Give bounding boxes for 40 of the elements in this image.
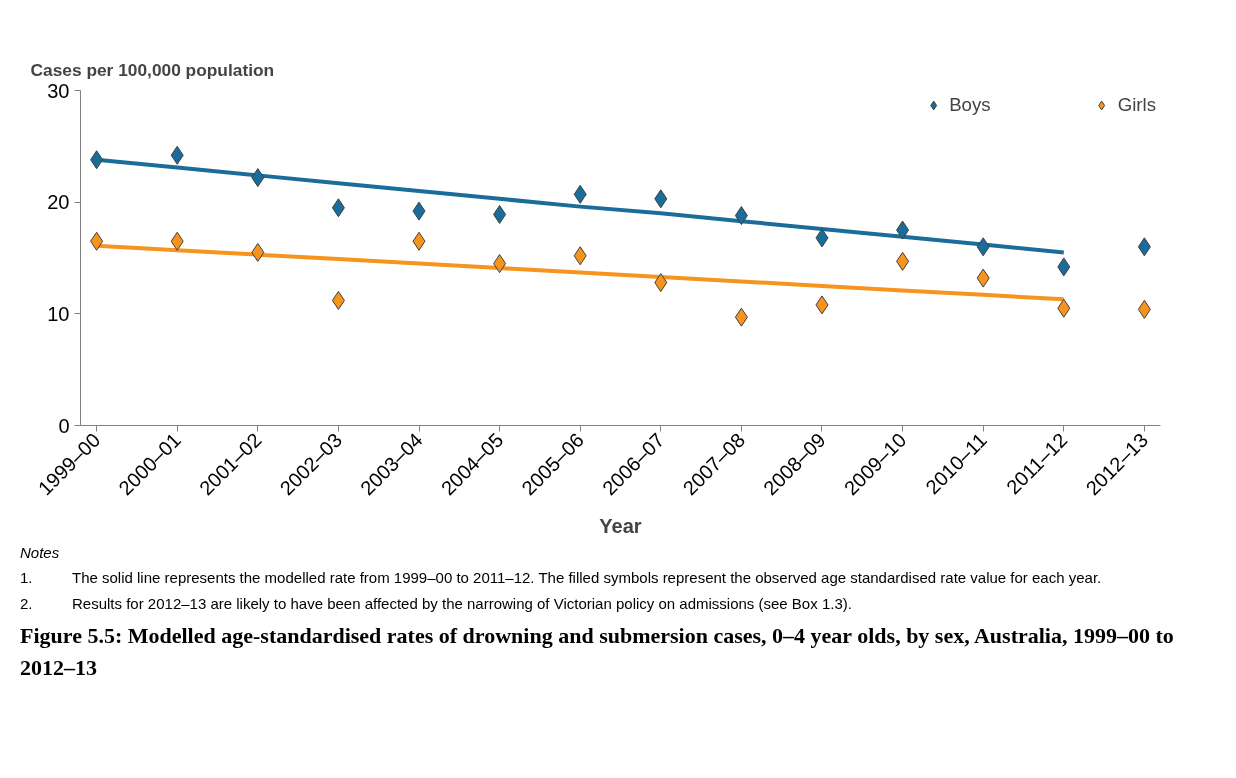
point bbox=[90, 231, 104, 251]
y-tick-label: 10 bbox=[47, 302, 70, 325]
point bbox=[412, 201, 426, 221]
x-axis-title: Year bbox=[599, 515, 642, 538]
point bbox=[1137, 299, 1151, 319]
point bbox=[896, 251, 910, 271]
y-axis-title: Cases per 100,000 population bbox=[30, 59, 275, 80]
point bbox=[251, 242, 265, 262]
point bbox=[734, 307, 748, 327]
y-tick-label: 30 bbox=[47, 79, 70, 102]
point bbox=[493, 254, 507, 274]
point bbox=[976, 268, 990, 288]
y-tick-label: 20 bbox=[47, 191, 70, 214]
point bbox=[493, 204, 507, 224]
point bbox=[896, 220, 910, 240]
legend-label: Girls bbox=[1117, 94, 1156, 116]
point bbox=[90, 150, 104, 170]
point bbox=[170, 145, 184, 165]
point bbox=[976, 237, 990, 257]
point bbox=[412, 231, 426, 251]
point bbox=[573, 184, 587, 204]
legend-label: Boys bbox=[949, 94, 991, 116]
text: Figure 5.5: Modelled age-standardised rates of drowning and submersion cases, 0–4 year olds, by sex, Australia, 1999–00 to 2012–13 bbox=[20, 622, 1175, 682]
point bbox=[654, 189, 668, 209]
text: Notes bbox=[20, 543, 60, 563]
point bbox=[251, 168, 265, 188]
point bbox=[1057, 257, 1071, 277]
point bbox=[331, 198, 345, 218]
point bbox=[1057, 298, 1071, 318]
text: 2. Results for 2012–13 are likely to have been affected by the narrowing of Victorian policy on admissions (see Box 1.3). bbox=[20, 594, 852, 612]
point bbox=[573, 246, 587, 266]
point bbox=[1137, 237, 1151, 257]
point bbox=[170, 231, 184, 251]
point bbox=[331, 290, 345, 310]
point bbox=[815, 228, 829, 248]
point bbox=[654, 273, 668, 293]
point bbox=[734, 206, 748, 226]
y-tick-label: 0 bbox=[58, 414, 70, 437]
text: 1. The solid line represents the modelled rate from 1999–00 to 2011–12. The filled symbols represent the observed age standardised rate value for each year. bbox=[20, 569, 1102, 587]
point bbox=[815, 295, 829, 315]
